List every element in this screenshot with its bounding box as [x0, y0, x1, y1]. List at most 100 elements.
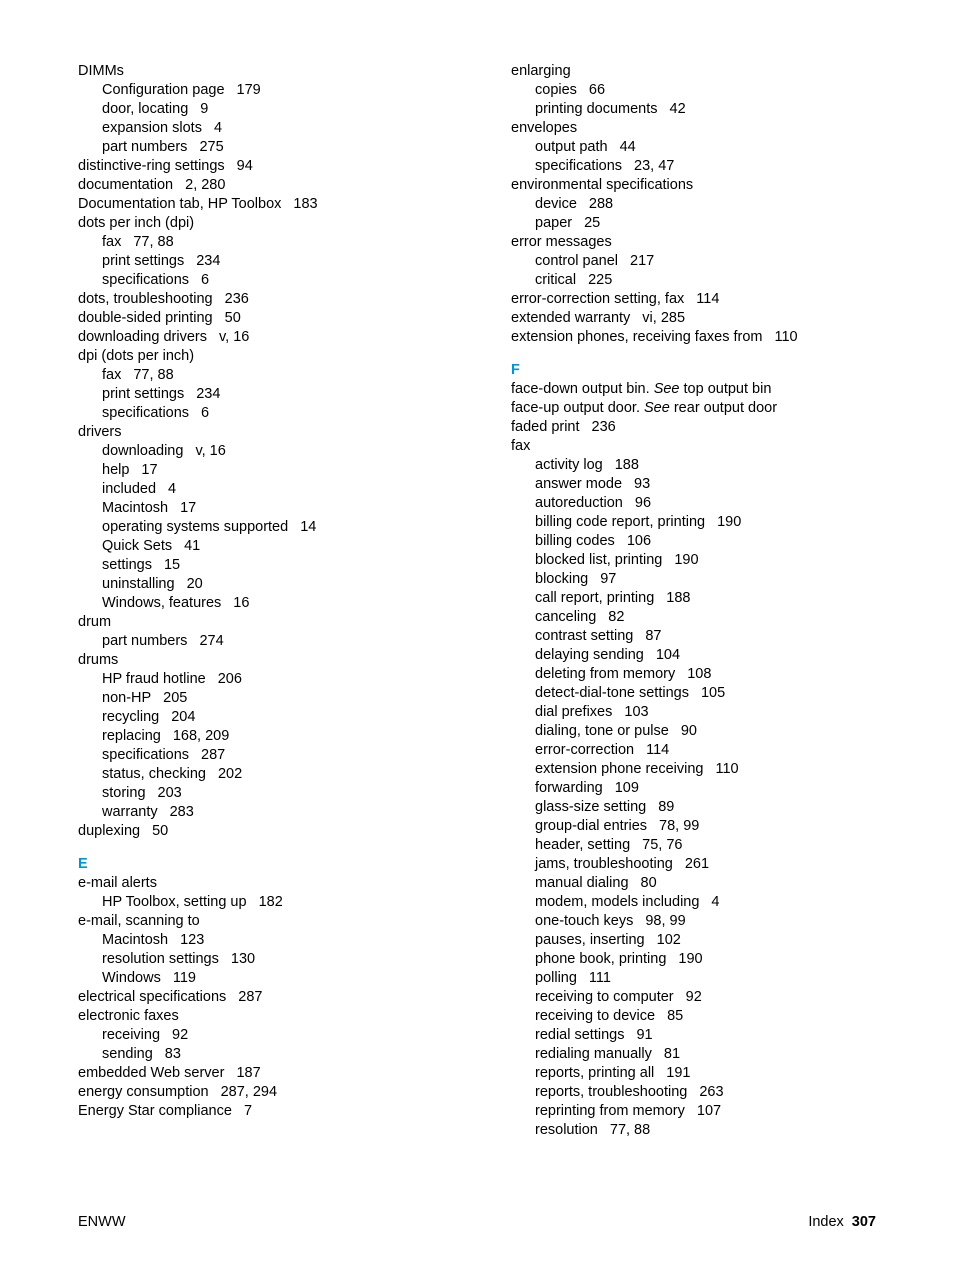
- index-entry-text: specifications: [102, 405, 189, 421]
- index-entry: output path 44: [511, 138, 876, 157]
- index-page-number: 107: [697, 1103, 721, 1119]
- index-entry-text: jams, troubleshooting: [535, 856, 673, 872]
- index-entry: fax77, 88: [78, 233, 443, 252]
- index-entry-text: downloading: [102, 443, 183, 459]
- index-page-number: 25: [584, 215, 600, 231]
- index-page-number: 9: [200, 101, 208, 117]
- index-entry: Energy Star compliance7: [78, 1102, 443, 1121]
- index-entry-text: dots, troubleshooting: [78, 291, 213, 307]
- index-page-number: 108: [687, 666, 711, 682]
- index-page-number: 75, 76: [642, 837, 682, 853]
- index-entry-text: deleting from memory: [535, 666, 675, 682]
- index-entry: autoreduction96: [511, 494, 876, 513]
- index-entry: distinctive-ring settings94: [78, 157, 443, 176]
- index-entry-text: error-correction: [535, 742, 634, 758]
- index-entry: Macintosh17: [78, 499, 443, 518]
- index-entry-text: autoreduction: [535, 495, 623, 511]
- index-column-right: enlargingcopies66printing documents42env…: [511, 62, 876, 1140]
- index-entry-text: header, setting: [535, 837, 630, 853]
- index-entry-text: redial settings: [535, 1027, 624, 1043]
- index-entry-text: door, locating: [102, 101, 188, 117]
- index-entry-text: dialing, tone or pulse: [535, 723, 669, 739]
- index-entry-text: sending: [102, 1046, 153, 1062]
- index-entry: duplexing50: [78, 822, 443, 841]
- index-entry: part numbers275: [78, 138, 443, 157]
- index-entry: error-correction114: [511, 741, 876, 760]
- index-entry: critical225: [511, 271, 876, 290]
- index-entry: jams, troubleshooting261: [511, 855, 876, 874]
- index-entry: reports, troubleshooting263: [511, 1083, 876, 1102]
- index-entry-text: operating systems supported: [102, 519, 288, 535]
- index-columns: DIMMsConfiguration page179door, locating…: [78, 62, 876, 1140]
- index-entry: glass-size setting89: [511, 798, 876, 817]
- index-entry: detect-dial-tone settings105: [511, 684, 876, 703]
- index-page-number: 83: [165, 1046, 181, 1062]
- index-page-number: 236: [225, 291, 249, 307]
- index-entry: extension phones, receiving faxes from11…: [511, 328, 876, 347]
- index-entry-text: billing code report, printing: [535, 514, 705, 530]
- index-entry: faded print236: [511, 418, 876, 437]
- index-entry-text: output path: [535, 139, 608, 155]
- index-page-number: 183: [293, 196, 317, 212]
- index-entry-text: e-mail, scanning to: [78, 913, 200, 929]
- index-page-number: 187: [236, 1065, 260, 1081]
- index-page-number: 188: [615, 457, 639, 473]
- index-entry-text: manual dialing: [535, 875, 629, 891]
- index-page-number: 202: [218, 766, 242, 782]
- index-entry: dialing, tone or pulse90: [511, 722, 876, 741]
- index-page-number: 105: [701, 685, 725, 701]
- index-entry: e-mail, scanning to: [78, 912, 443, 931]
- index-entry-text: control panel: [535, 253, 618, 269]
- index-entry: envelopes: [511, 119, 876, 138]
- index-page-number: 2, 280: [185, 177, 225, 193]
- index-entry: answer mode93: [511, 475, 876, 494]
- index-entry-text: double-sided printing: [78, 310, 213, 326]
- index-entry-text: polling: [535, 970, 577, 986]
- index-entry-text: receiving: [102, 1027, 160, 1043]
- index-page-number: 234: [196, 253, 220, 269]
- index-page-number: 106: [627, 533, 651, 549]
- index-page-number: 92: [686, 989, 702, 1005]
- index-entry-text: Windows, features: [102, 595, 221, 611]
- index-page-number: 263: [699, 1084, 723, 1100]
- index-page-number: 179: [237, 82, 261, 98]
- index-page-number: 16: [233, 595, 249, 611]
- index-entry-text: group-dial entries: [535, 818, 647, 834]
- index-page-number: 4: [214, 120, 222, 136]
- index-entry-text: help: [102, 462, 129, 478]
- index-entry-text: Macintosh: [102, 932, 168, 948]
- index-entry: specifications23, 47: [511, 157, 876, 176]
- index-page-number: 203: [158, 785, 182, 801]
- index-entry-text: modem, models including: [535, 894, 699, 910]
- index-page-number: 82: [608, 609, 624, 625]
- index-entry: Windows, features 16: [78, 594, 443, 613]
- index-entry-text: contrast setting: [535, 628, 633, 644]
- index-entry: DIMMs: [78, 62, 443, 81]
- index-page-number: 288: [589, 196, 613, 212]
- index-page-number: 110: [715, 761, 738, 777]
- index-entry: expansion slots4: [78, 119, 443, 138]
- index-entry-text: downloading drivers: [78, 329, 207, 345]
- index-entry: Documentation tab, HP Toolbox183: [78, 195, 443, 214]
- index-page-number: 283: [170, 804, 194, 820]
- footer-right: Index307: [808, 1214, 876, 1230]
- index-entry-text: forwarding: [535, 780, 603, 796]
- index-page-number: 114: [696, 291, 719, 307]
- index-entry-text: specifications: [535, 158, 622, 174]
- index-entry-text: extension phone receiving: [535, 761, 703, 777]
- index-page-number: 182: [259, 894, 283, 910]
- index-entry-text: electrical specifications: [78, 989, 226, 1005]
- index-page-number: 81: [664, 1046, 680, 1062]
- index-entry: billing codes106: [511, 532, 876, 551]
- index-entry-text: reports, printing all: [535, 1065, 654, 1081]
- index-entry-text: distinctive-ring settings: [78, 158, 225, 174]
- index-entry: printing documents42: [511, 100, 876, 119]
- index-page-number: v, 16: [195, 443, 225, 459]
- footer-page-number: 307: [852, 1214, 876, 1230]
- index-entry: enlarging: [511, 62, 876, 81]
- index-entry-text: enlarging: [511, 63, 571, 79]
- index-page-number: 44: [620, 139, 636, 155]
- index-entry: face-up output door. See rear output doo…: [511, 399, 876, 418]
- index-entry-text: fax: [102, 367, 121, 383]
- index-entry-text: envelopes: [511, 120, 577, 136]
